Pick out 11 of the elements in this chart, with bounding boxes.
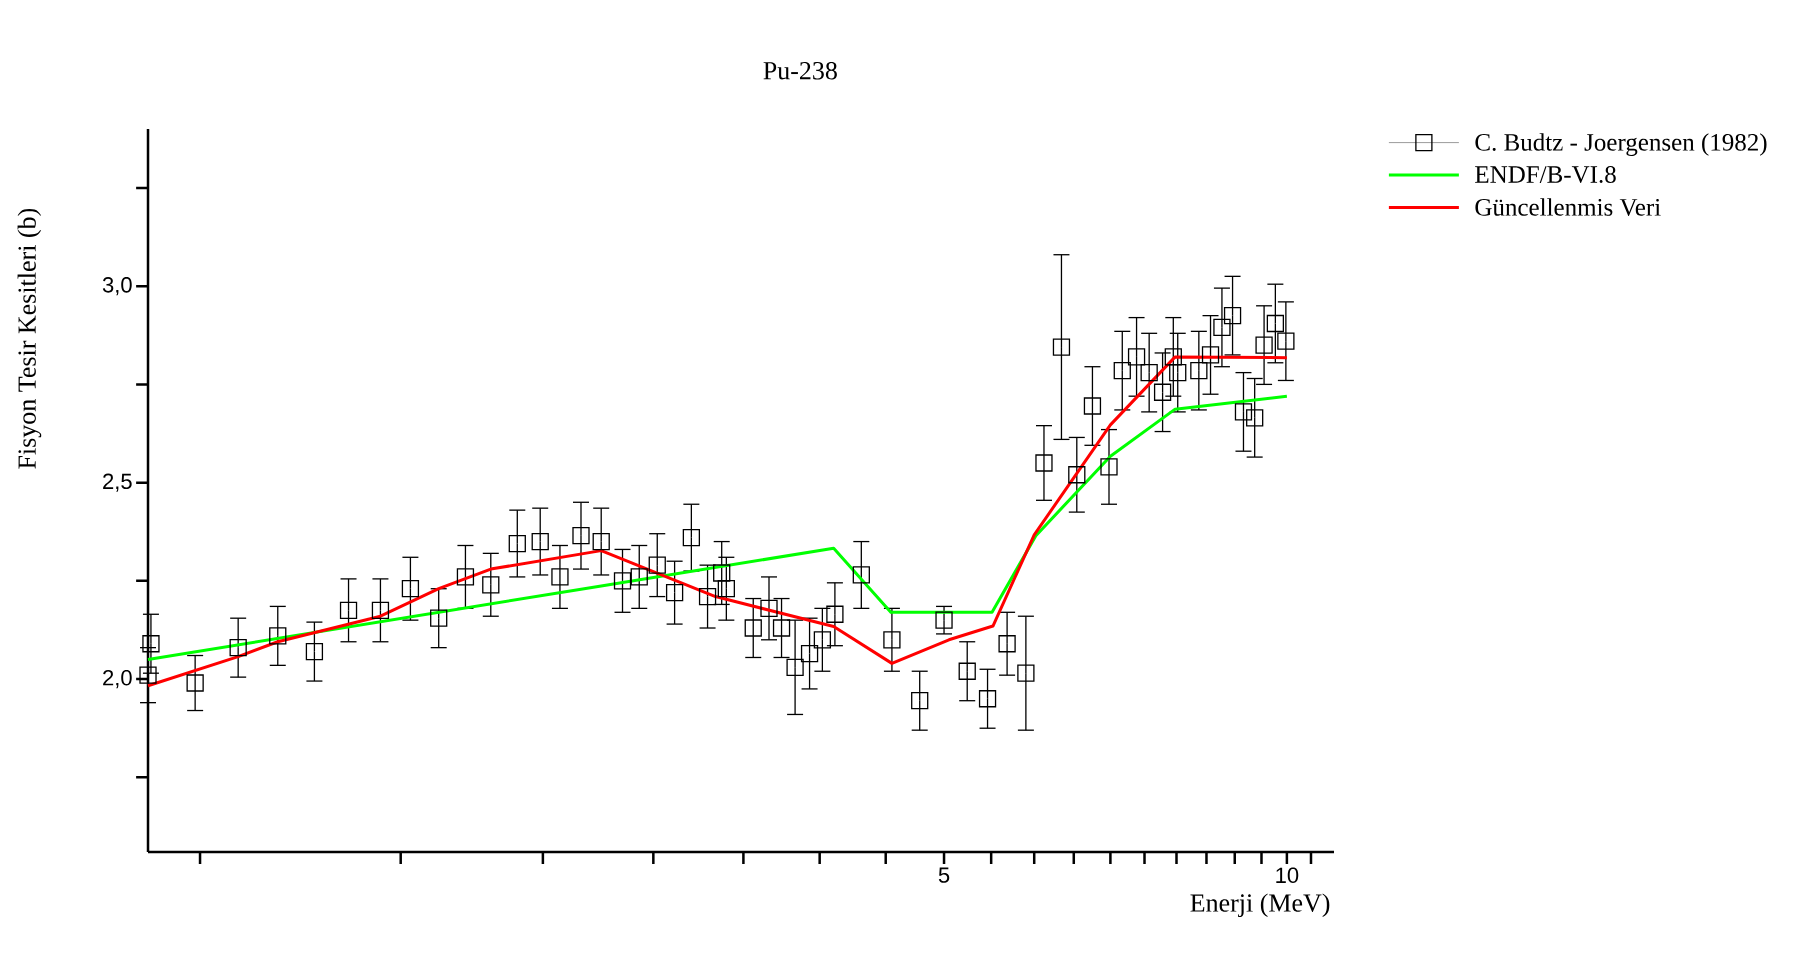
y-tick-label: 3,0 xyxy=(102,277,132,296)
legend-label: ENDF/B-VI.8 xyxy=(1475,166,1616,184)
legend-label: Güncellenmis Veri xyxy=(1475,198,1661,216)
x-axis-title: Enerji (MeV) xyxy=(1190,893,1330,918)
y-axis-title: Fisyon Tesir Kesitleri (b) xyxy=(17,208,42,469)
y-tick-label: 2,0 xyxy=(103,670,132,689)
chart-title: Pu-238 xyxy=(763,61,837,80)
y-tick-label: 2,5 xyxy=(103,473,132,492)
x-tick-label: 10 xyxy=(1276,867,1299,884)
legend-label: C. Budtz - Joergensen (1982) xyxy=(1475,133,1767,156)
x-tick-label: 5 xyxy=(938,867,950,883)
